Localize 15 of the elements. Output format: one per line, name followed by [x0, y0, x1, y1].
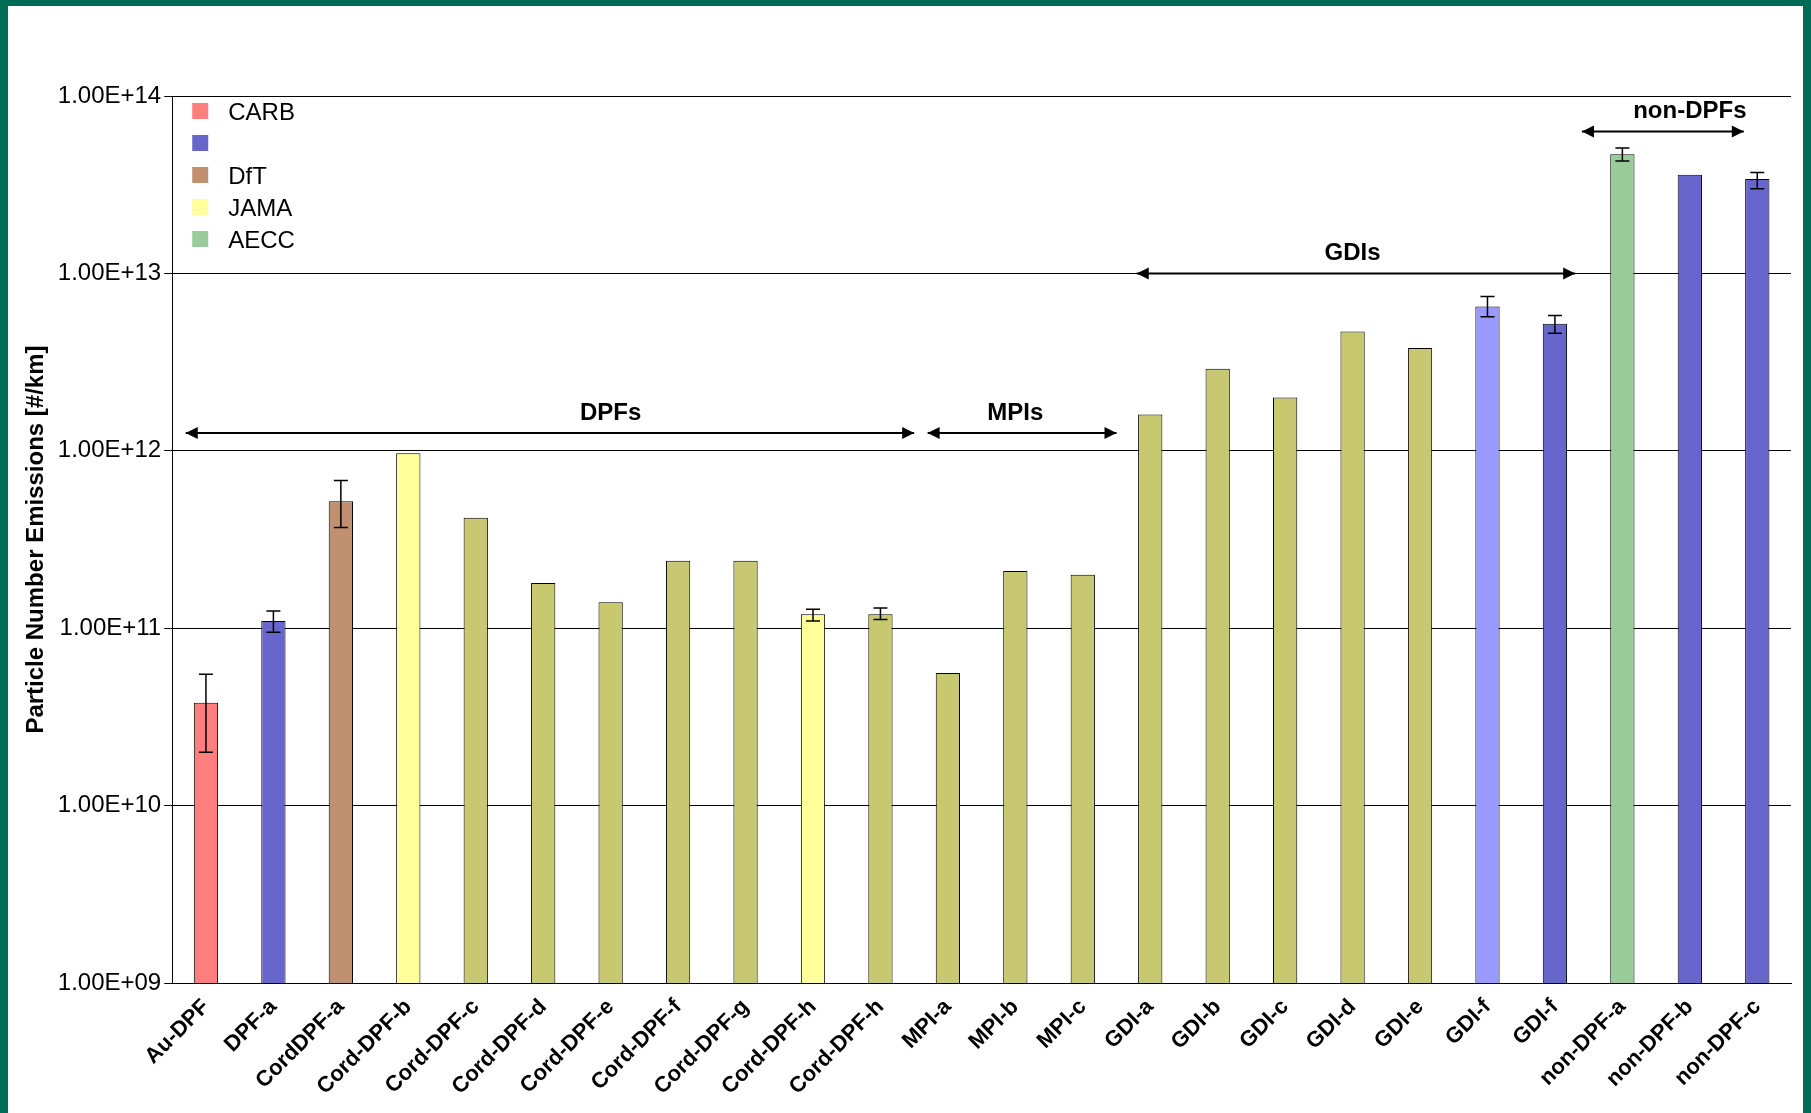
legend-label: JAMA: [228, 193, 293, 221]
annotation: DPFs: [579, 397, 642, 425]
y-axis-title: Particle Number Emissions [#/km]: [21, 345, 49, 734]
legend-label: DfT: [228, 161, 268, 189]
y-tick-label: 1.00E+14: [57, 80, 162, 108]
annotation: GDIs: [1324, 238, 1381, 266]
y-tick-label: 1.00E+13: [57, 258, 162, 286]
legend-label: AECC: [228, 225, 295, 253]
annotation: non-DPFs: [1633, 96, 1747, 124]
y-tick-label: 1.00E+09: [57, 967, 162, 995]
legend-label: CARB: [228, 97, 295, 125]
y-tick-label: 1.00E+11: [59, 612, 162, 640]
y-tick-label: 1.00E+12: [57, 435, 162, 463]
annotation: MPIs: [987, 397, 1044, 425]
y-tick-label: 1.00E+10: [57, 790, 162, 818]
